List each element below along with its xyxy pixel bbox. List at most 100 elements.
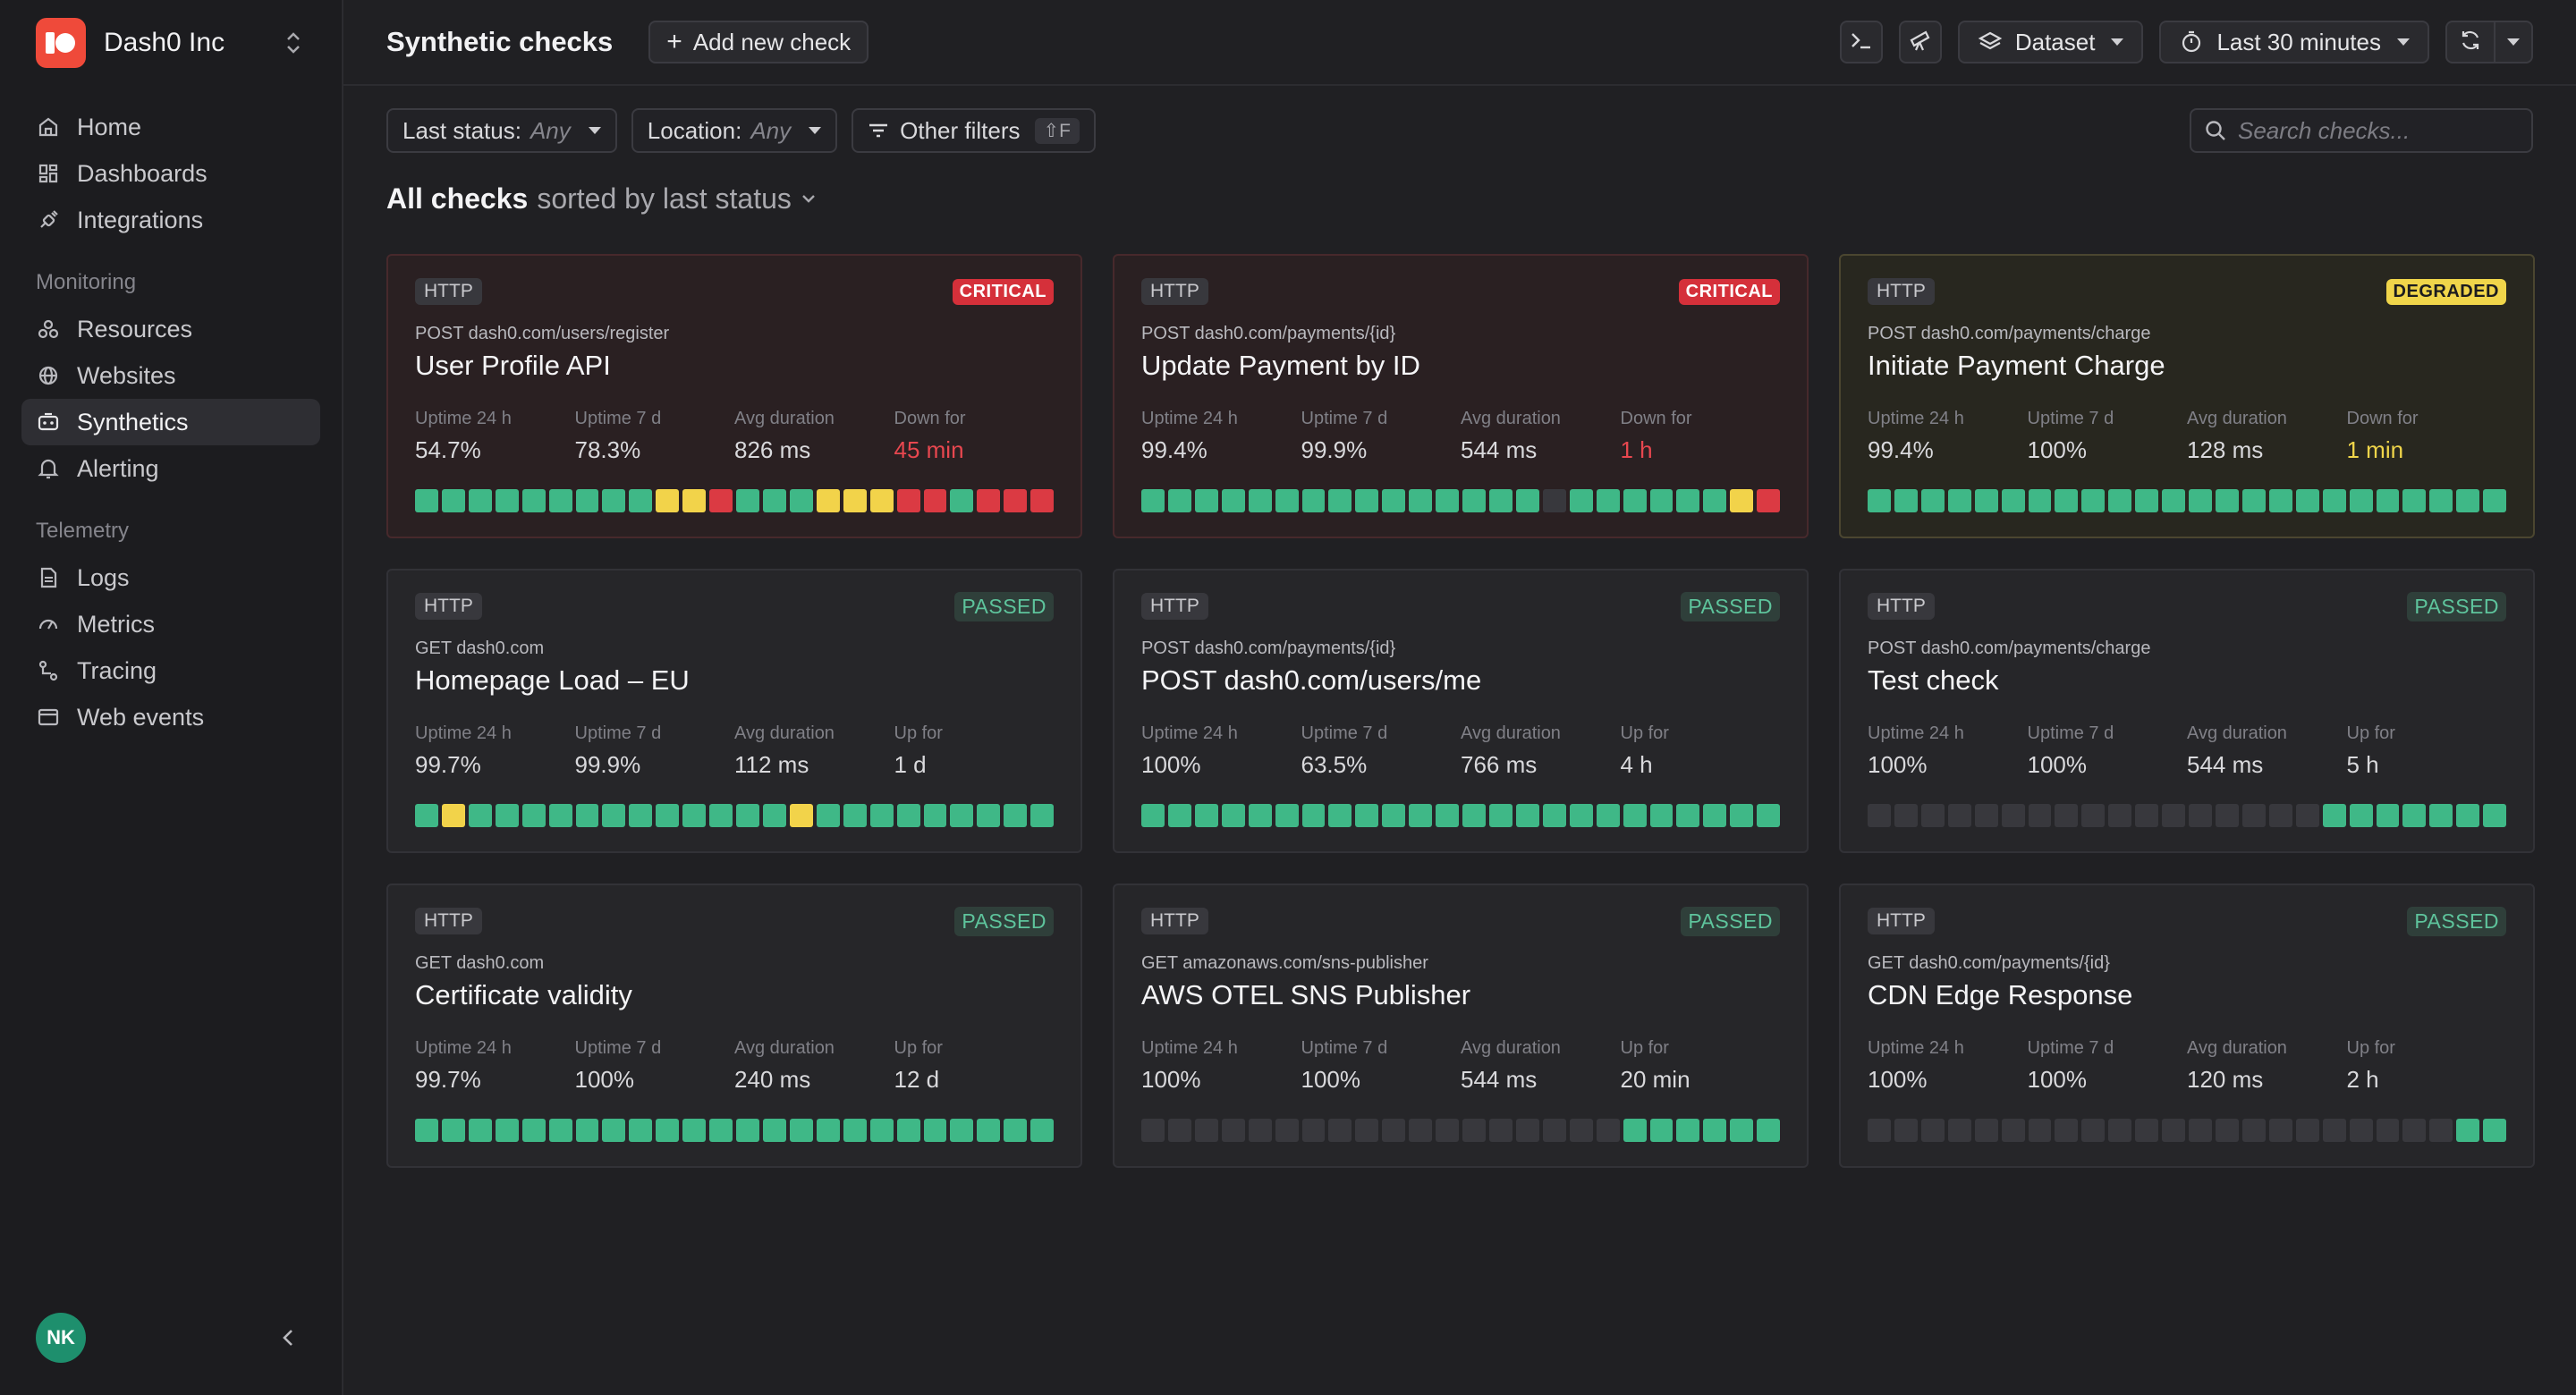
bar-success[interactable]: [415, 489, 438, 512]
bar-success[interactable]: [656, 804, 680, 827]
search-box[interactable]: [2190, 108, 2533, 153]
list-heading[interactable]: All checks sorted by last status: [343, 175, 2576, 222]
bar-success[interactable]: [1275, 804, 1299, 827]
bar-success[interactable]: [1194, 489, 1218, 512]
nav-item-logs[interactable]: Logs: [21, 554, 320, 601]
bar-no-data[interactable]: [1462, 1119, 1486, 1142]
bar-success[interactable]: [762, 804, 786, 827]
last-status-filter[interactable]: Last status: Any: [386, 108, 617, 153]
bar-no-data[interactable]: [1488, 1119, 1513, 1142]
bar-success[interactable]: [629, 489, 653, 512]
bar-success[interactable]: [2108, 489, 2132, 512]
bar-failure[interactable]: [896, 489, 920, 512]
bar-success[interactable]: [1382, 804, 1406, 827]
location-filter[interactable]: Location: Any: [631, 108, 838, 153]
bar-success[interactable]: [1301, 489, 1326, 512]
bar-success[interactable]: [1974, 489, 1998, 512]
bar-success[interactable]: [2322, 804, 2346, 827]
bar-no-data[interactable]: [2268, 1119, 2292, 1142]
bar-no-data[interactable]: [1382, 1119, 1406, 1142]
bar-no-data[interactable]: [2055, 804, 2079, 827]
bar-success[interactable]: [1194, 804, 1218, 827]
bar-no-data[interactable]: [2108, 1119, 2132, 1142]
bar-success[interactable]: [1275, 489, 1299, 512]
bar-success[interactable]: [1301, 804, 1326, 827]
bar-success[interactable]: [2402, 489, 2427, 512]
bar-success[interactable]: [602, 804, 626, 827]
bar-no-data[interactable]: [1947, 1119, 1971, 1142]
bar-success[interactable]: [2268, 489, 2292, 512]
bar-success[interactable]: [1141, 804, 1165, 827]
bar-success[interactable]: [1703, 489, 1727, 512]
bar-failure[interactable]: [1004, 489, 1028, 512]
nav-item-dashboards[interactable]: Dashboards: [21, 150, 320, 197]
bar-failure[interactable]: [923, 489, 947, 512]
bar-success[interactable]: [468, 489, 492, 512]
bar-no-data[interactable]: [1436, 1119, 1460, 1142]
refresh-button[interactable]: [2445, 21, 2496, 63]
nav-item-resources[interactable]: Resources: [21, 306, 320, 352]
bar-no-data[interactable]: [2108, 804, 2132, 827]
bar-no-data[interactable]: [1868, 804, 1891, 827]
bar-success[interactable]: [816, 804, 840, 827]
bar-no-data[interactable]: [2268, 804, 2292, 827]
bar-success[interactable]: [2429, 804, 2453, 827]
bar-success[interactable]: [495, 489, 519, 512]
bar-no-data[interactable]: [1248, 1119, 1272, 1142]
nav-item-websites[interactable]: Websites: [21, 352, 320, 399]
bar-no-data[interactable]: [2162, 1119, 2186, 1142]
terminal-button[interactable]: [1839, 21, 1883, 63]
bar-no-data[interactable]: [1542, 489, 1566, 512]
bar-no-data[interactable]: [2028, 804, 2052, 827]
bar-no-data[interactable]: [2162, 804, 2186, 827]
check-card[interactable]: HTTP PASSED GET amazonaws.com/sns-publis…: [1113, 884, 1809, 1168]
bar-success[interactable]: [736, 804, 759, 827]
bar-success[interactable]: [548, 1119, 572, 1142]
sort-selector[interactable]: sorted by last status: [537, 182, 792, 215]
bar-success[interactable]: [602, 489, 626, 512]
bar-success[interactable]: [468, 804, 492, 827]
search-input[interactable]: [2238, 116, 2506, 145]
nav-item-home[interactable]: Home: [21, 104, 320, 150]
bar-warning[interactable]: [682, 489, 707, 512]
collapse-sidebar-icon[interactable]: [270, 1320, 306, 1356]
bar-no-data[interactable]: [2349, 1119, 2373, 1142]
bar-success[interactable]: [441, 1119, 465, 1142]
bar-warning[interactable]: [816, 489, 840, 512]
bar-no-data[interactable]: [2081, 1119, 2106, 1142]
bar-no-data[interactable]: [1301, 1119, 1326, 1142]
bar-success[interactable]: [2081, 489, 2106, 512]
bar-no-data[interactable]: [1275, 1119, 1299, 1142]
check-card[interactable]: HTTP PASSED GET dash0.com/payments/{id} …: [1839, 884, 2535, 1168]
bar-success[interactable]: [521, 489, 546, 512]
bar-no-data[interactable]: [1974, 1119, 1998, 1142]
bar-success[interactable]: [1004, 804, 1028, 827]
bar-success[interactable]: [575, 1119, 599, 1142]
bar-success[interactable]: [2429, 489, 2453, 512]
bar-success[interactable]: [1141, 489, 1165, 512]
nav-item-tracing[interactable]: Tracing: [21, 647, 320, 694]
bar-no-data[interactable]: [2376, 1119, 2400, 1142]
check-name[interactable]: CDN Edge Response: [1868, 979, 2133, 1010]
bar-success[interactable]: [1623, 489, 1647, 512]
bar-success[interactable]: [843, 1119, 867, 1142]
refresh-options-button[interactable]: [2496, 21, 2533, 63]
bar-success[interactable]: [977, 1119, 1001, 1142]
bar-no-data[interactable]: [1974, 804, 1998, 827]
bar-no-data[interactable]: [1328, 1119, 1352, 1142]
bar-success[interactable]: [709, 804, 733, 827]
check-name[interactable]: User Profile API: [415, 350, 611, 381]
bar-no-data[interactable]: [1221, 1119, 1245, 1142]
bar-success[interactable]: [843, 804, 867, 827]
bar-success[interactable]: [1328, 489, 1352, 512]
bar-success[interactable]: [2241, 489, 2266, 512]
bar-success[interactable]: [1167, 804, 1191, 827]
bar-success[interactable]: [1868, 489, 1891, 512]
bar-warning[interactable]: [1730, 489, 1754, 512]
bar-success[interactable]: [1328, 804, 1352, 827]
check-name[interactable]: Initiate Payment Charge: [1868, 350, 2165, 381]
bar-success[interactable]: [521, 804, 546, 827]
bar-success[interactable]: [709, 1119, 733, 1142]
user-avatar[interactable]: NK: [36, 1313, 86, 1363]
bar-success[interactable]: [495, 1119, 519, 1142]
